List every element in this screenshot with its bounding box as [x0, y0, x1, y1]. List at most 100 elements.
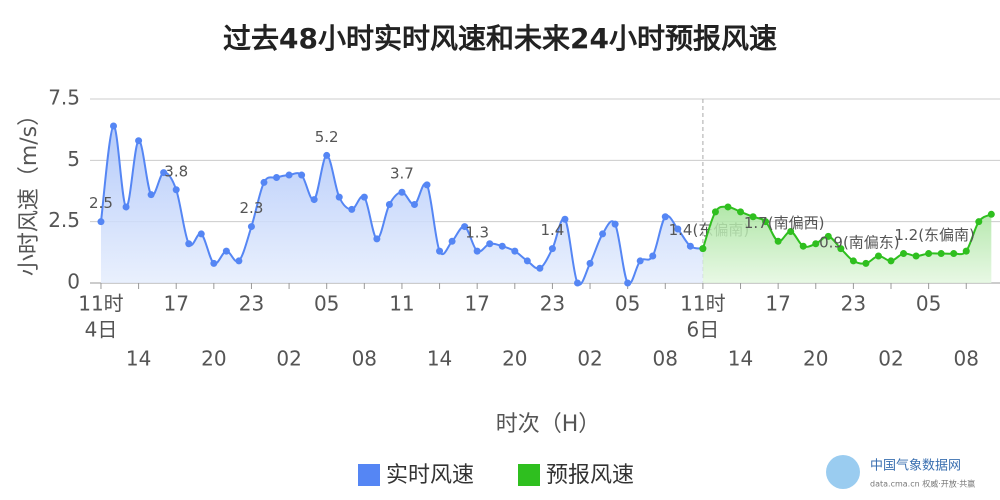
point [548, 245, 556, 253]
x-tick-label: 05 [916, 292, 941, 316]
x-tick-label: 17 [464, 292, 489, 316]
point [260, 178, 268, 186]
y-tick-label: 0 [67, 270, 80, 294]
point [423, 181, 431, 189]
y-axis-label: 小时风速（m/s） [17, 104, 42, 276]
point [160, 169, 168, 177]
point [787, 227, 795, 235]
point [511, 247, 519, 255]
data-label: 3.8 [164, 162, 188, 180]
x-tick-label: 02 [878, 347, 903, 371]
point [523, 257, 531, 265]
point [235, 257, 243, 265]
point [486, 240, 494, 248]
x-tick-label: 23 [239, 292, 264, 316]
area [100, 125, 703, 285]
x-tick-label: 17 [765, 292, 790, 316]
point [210, 259, 218, 267]
point [699, 245, 707, 253]
x-tick-label: 20 [803, 347, 828, 371]
x-tick-label: 11 [389, 292, 414, 316]
data-label: 1.7(南偏西) [744, 214, 825, 232]
area [702, 206, 992, 283]
y-tick-label: 7.5 [48, 86, 80, 110]
point [586, 259, 594, 267]
logo: 中国气象数据网 data.cma.cn 权威·开放·共赢 [826, 455, 975, 489]
day-label: 6日 [687, 318, 720, 342]
point [749, 213, 757, 221]
point [774, 237, 782, 245]
point [298, 171, 306, 179]
point [686, 242, 694, 250]
data-label: 1.2(东偏南) [894, 226, 975, 244]
x-tick-label: 14 [728, 347, 753, 371]
point [824, 232, 832, 240]
logo-url: data.cma.cn 权威·开放·共赢 [870, 479, 975, 489]
x-tick-label: 02 [577, 347, 602, 371]
x-tick-label: 17 [163, 292, 188, 316]
x-tick-label: 20 [502, 347, 527, 371]
x-tick-label: 08 [352, 347, 377, 371]
point [436, 247, 444, 255]
point [110, 122, 118, 130]
point [335, 193, 343, 201]
point [724, 203, 732, 211]
point [135, 137, 143, 145]
point [962, 247, 970, 255]
point [247, 223, 255, 231]
legend-swatch [358, 464, 380, 486]
point [197, 230, 205, 238]
point [448, 237, 456, 245]
x-tick-label: 14 [126, 347, 151, 371]
point [273, 174, 281, 182]
point [987, 210, 995, 218]
point [925, 250, 933, 258]
point [674, 225, 682, 233]
legend-label: 预报风速 [546, 463, 634, 488]
point [185, 240, 193, 248]
x-tick-label: 05 [615, 292, 640, 316]
y-tick-label: 2.5 [48, 208, 80, 232]
point [737, 208, 745, 216]
point [912, 252, 920, 260]
point [473, 247, 481, 255]
x-tick-label: 23 [841, 292, 866, 316]
point [97, 218, 105, 226]
x-tick-label: 08 [954, 347, 979, 371]
chart-title: 过去48小时实时风速和未来24小时预报风速 [223, 22, 777, 55]
point [649, 252, 657, 260]
point [147, 191, 155, 199]
x-tick-label: 02 [276, 347, 301, 371]
point [172, 186, 180, 194]
data-label: 3.7 [390, 165, 414, 183]
data-label: 5.2 [315, 128, 339, 146]
x-tick-label: 11时 [680, 292, 725, 316]
point [373, 235, 381, 243]
logo-name: 中国气象数据网 [870, 458, 961, 474]
point [574, 279, 582, 287]
legend-swatch [518, 464, 540, 486]
point [799, 242, 807, 250]
x-tick-label: 08 [653, 347, 678, 371]
point [862, 259, 870, 267]
point [310, 196, 318, 204]
point [536, 264, 544, 272]
y-tick-label: 5 [67, 147, 80, 171]
point [837, 245, 845, 253]
data-label: 0.9(南偏东) [819, 233, 900, 251]
point [461, 223, 469, 231]
x-tick-label: 11时 [78, 292, 123, 316]
point [323, 151, 331, 159]
point [611, 220, 619, 228]
point [398, 188, 406, 196]
day-label: 4日 [85, 318, 118, 342]
point [661, 213, 669, 221]
x-tick-label: 14 [427, 347, 452, 371]
point [636, 257, 644, 265]
point [711, 208, 719, 216]
point [222, 247, 230, 255]
legend-label: 实时风速 [386, 463, 474, 488]
data-label: 2.5 [89, 194, 113, 212]
x-tick-label: 05 [314, 292, 339, 316]
